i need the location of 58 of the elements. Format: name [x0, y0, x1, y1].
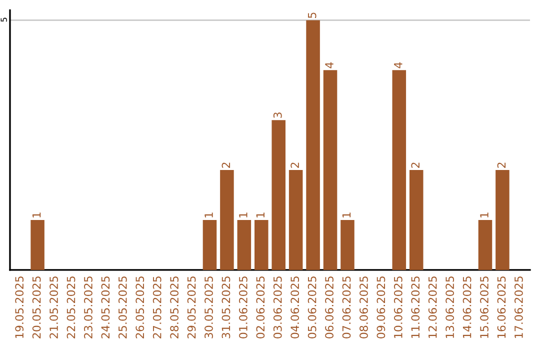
x-tick-label: 10.06.2025	[394, 276, 402, 338]
bar	[409, 170, 424, 270]
x-tick-label: 28.05.2025	[170, 276, 179, 338]
data-label: 2	[497, 162, 506, 168]
bar	[220, 170, 234, 270]
x-tick-label: 21.05.2025	[50, 276, 58, 338]
x-tick-label: 06.06.2025	[325, 276, 334, 338]
x-tick-label: 14.06.2025	[462, 276, 472, 338]
bar	[30, 220, 44, 270]
bar	[323, 70, 338, 270]
x-tick-label: 08.06.2025	[360, 276, 368, 338]
x-tick-label: 24.05.2025	[101, 276, 110, 338]
x-tick-label: 27.05.2025	[152, 276, 162, 338]
x-tick-label: 07.06.2025	[342, 276, 351, 338]
data-label: 4	[394, 62, 402, 68]
data-label: 1	[256, 212, 264, 218]
data-label: 1	[204, 212, 213, 218]
data-label: 4	[325, 62, 334, 68]
x-tick-label: 17.06.2025	[514, 276, 523, 338]
x-tick-label: 11.06.2025	[411, 276, 420, 338]
x-tick-label: 23.05.2025	[84, 276, 92, 338]
x-tick-label: 22.05.2025	[66, 276, 76, 338]
x-tick-label: 01.06.2025	[238, 276, 248, 338]
data-label: 1	[342, 212, 351, 218]
x-tick-label: 12.06.2025	[428, 276, 437, 338]
data-label: 5	[308, 12, 316, 18]
x-tick-label: 03.06.2025	[273, 276, 282, 338]
bar	[272, 120, 286, 270]
x-tick-label: 04.06.2025	[290, 276, 300, 338]
bar	[202, 220, 217, 270]
bar	[496, 170, 510, 270]
data-label: 1	[480, 212, 488, 218]
bar	[478, 220, 492, 270]
x-tick-label: 15.06.2025	[480, 276, 488, 338]
data-label: 1	[32, 212, 41, 218]
bar	[306, 20, 320, 270]
bar	[254, 220, 268, 270]
x-tick-label: 31.05.2025	[222, 276, 230, 338]
x-tick-label: 02.06.2025	[256, 276, 265, 338]
x-tick-label: 09.06.2025	[376, 276, 386, 338]
x-tick-label: 29.05.2025	[187, 276, 196, 338]
x-tick-label: 20.05.2025	[32, 276, 41, 338]
x-tick-label: 19.05.2025	[15, 276, 24, 338]
bar	[340, 220, 354, 270]
data-label: 2	[290, 162, 299, 168]
data-label: 2	[411, 162, 420, 168]
bar	[392, 70, 406, 270]
data-label: 3	[273, 112, 282, 118]
bar	[237, 220, 252, 270]
x-tick-label: 16.06.2025	[497, 276, 506, 338]
x-tick-label: 26.05.2025	[136, 276, 144, 338]
x-tick-label: 30.05.2025	[204, 276, 213, 338]
data-label: 1	[239, 212, 248, 218]
x-tick-label: 25.05.2025	[118, 276, 127, 338]
x-tick-label: 05.06.2025	[308, 276, 316, 338]
bar	[288, 170, 303, 270]
data-label: 2	[222, 162, 230, 168]
x-tick-label: 13.06.2025	[446, 276, 454, 338]
